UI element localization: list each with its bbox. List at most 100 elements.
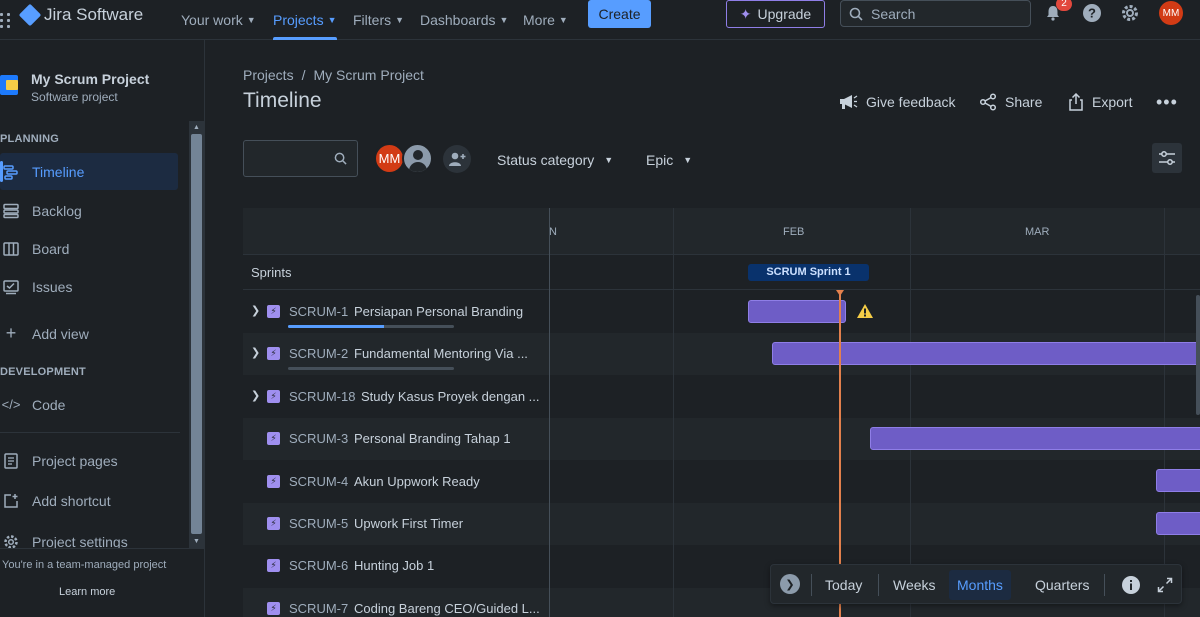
zoom-quarters-button[interactable]: Quarters	[1035, 577, 1090, 593]
table-row[interactable]: ⚡ SCRUM-4 Akun Uppwork Ready	[243, 461, 1200, 503]
code-icon: </>	[1, 397, 21, 412]
table-row[interactable]: ⚡ SCRUM-6 Hunting Job 1	[243, 545, 1200, 587]
issue-summary[interactable]: Personal Branding Tahap 1	[354, 431, 511, 447]
help-icon[interactable]: ?	[1081, 2, 1103, 24]
info-icon[interactable]	[1113, 570, 1149, 600]
sidebar-item-board[interactable]: Board	[0, 230, 178, 267]
scroll-down-arrow[interactable]: ▼	[193, 538, 200, 545]
scroll-up-arrow[interactable]: ▲	[193, 124, 200, 131]
nav-filters[interactable]: Filters ▼	[353, 12, 405, 28]
task-type-icon: ⚡	[267, 432, 280, 446]
expand-row-icon[interactable]: ❯	[251, 347, 261, 360]
timeline-grid: N FEB MAR Sprints SCRUM Sprint 1 ❯ ⚡ SCRUM…	[243, 208, 1200, 617]
expand-list-icon[interactable]: ❯	[780, 574, 800, 594]
chevron-down-icon: ▼	[395, 15, 405, 25]
jira-logo[interactable]: Jira Software	[18, 3, 143, 27]
page-title: Timeline	[243, 89, 322, 112]
task-type-icon: ⚡	[267, 389, 280, 403]
project-type: Software project	[31, 90, 118, 104]
issue-summary[interactable]: Fundamental Mentoring Via ...	[354, 346, 528, 362]
breadcrumb-projects[interactable]: Projects	[243, 67, 294, 83]
search-icon	[334, 152, 347, 165]
issue-key[interactable]: SCRUM-7	[289, 600, 349, 616]
issue-key[interactable]: SCRUM-3	[289, 431, 349, 447]
table-row[interactable]: ❯ ⚡ SCRUM-1 Persiapan Personal Branding	[243, 291, 1200, 333]
today-button[interactable]: Today	[825, 577, 863, 593]
issue-key[interactable]: SCRUM-1	[289, 304, 349, 319]
gear-icon	[2, 533, 20, 551]
sidebar-divider	[0, 432, 180, 433]
nav-your-work[interactable]: Your work ▼	[181, 12, 256, 28]
timeline-search-input[interactable]	[243, 140, 358, 177]
expand-row-icon[interactable]: ❯	[251, 305, 261, 317]
plus-icon: +	[5, 323, 17, 343]
search-input[interactable]	[871, 5, 1021, 22]
sidebar-item-timeline[interactable]: Timeline	[0, 153, 178, 190]
notifications-icon[interactable]	[1042, 2, 1064, 24]
zoom-separator	[811, 574, 812, 596]
issue-bar-scrum-5[interactable]	[1156, 512, 1200, 535]
sidebar-item-backlog[interactable]: Backlog	[0, 192, 178, 229]
upgrade-button[interactable]: ✦ Upgrade	[726, 0, 825, 28]
issue-key[interactable]: SCRUM-18	[289, 388, 356, 404]
issue-summary[interactable]: Study Kasus Proyek dengan ...	[361, 388, 540, 404]
sidebar-item-code[interactable]: </> Code	[1, 396, 66, 413]
issue-summary[interactable]: Akun Uppwork Ready	[354, 473, 480, 489]
expand-row-icon[interactable]: ❯	[251, 389, 261, 402]
sidebar-item-add-view[interactable]: + Add view	[0, 315, 178, 352]
breadcrumb-project[interactable]: My Scrum Project	[313, 67, 424, 83]
issue-bar-scrum-2[interactable]	[772, 342, 1200, 365]
search-box[interactable]	[840, 0, 1031, 27]
zoom-weeks-button[interactable]: Weeks	[893, 577, 936, 593]
issue-key[interactable]: SCRUM-2	[289, 346, 349, 362]
zoom-months-button[interactable]: Months	[949, 570, 1011, 600]
issue-key[interactable]: SCRUM-4	[289, 473, 349, 489]
issue-bar-scrum-4[interactable]	[1156, 469, 1200, 492]
view-settings-icon[interactable]	[1152, 143, 1182, 173]
issue-bar-scrum-1[interactable]	[748, 300, 846, 323]
status-category-dropdown[interactable]: Status category ▼	[497, 152, 614, 168]
issue-summary[interactable]: Coding Bareng CEO/Guided L...	[354, 600, 540, 616]
nav-more[interactable]: More ▼	[523, 12, 568, 28]
sidebar-item-project-pages[interactable]: Project pages	[0, 442, 178, 479]
nav-projects[interactable]: Projects ▼	[273, 0, 337, 40]
project-header[interactable]: My Scrum Project Software project	[0, 70, 190, 110]
month-gridline	[673, 208, 674, 617]
give-feedback-button[interactable]: Give feedback	[838, 90, 956, 114]
create-button[interactable]: Create	[588, 0, 651, 28]
learn-more-link[interactable]: Learn more	[59, 586, 116, 598]
issue-key[interactable]: SCRUM-6	[289, 558, 349, 574]
add-people-icon[interactable]	[443, 145, 471, 173]
nav-dashboards[interactable]: Dashboards ▼	[420, 12, 509, 28]
timeline-scrollbar[interactable]	[1196, 295, 1200, 415]
issue-summary[interactable]: Persiapan Personal Branding	[354, 304, 524, 319]
list-divider[interactable]	[549, 208, 550, 617]
fullscreen-icon[interactable]	[1149, 570, 1181, 600]
breadcrumb-separator: /	[301, 67, 306, 83]
sprint-chip[interactable]: SCRUM Sprint 1	[748, 264, 869, 281]
issue-progress-bar	[288, 325, 454, 328]
table-row[interactable]: ⚡ SCRUM-5 Upwork First Timer	[243, 503, 1200, 545]
share-button[interactable]: Share	[979, 90, 1042, 114]
sidebar-item-issues[interactable]: Issues	[0, 268, 178, 305]
issue-key[interactable]: SCRUM-5	[289, 516, 349, 531]
sidebar: My Scrum Project Software project PLANNI…	[0, 40, 205, 617]
epic-dropdown[interactable]: Epic ▼	[646, 152, 693, 168]
assignee-filter-avatar[interactable]: MM	[374, 143, 405, 174]
warning-icon[interactable]	[856, 303, 874, 319]
settings-icon[interactable]	[1119, 2, 1141, 24]
backlog-icon	[2, 202, 20, 220]
export-button[interactable]: Export	[1068, 90, 1132, 114]
sidebar-item-add-shortcut[interactable]: Add shortcut	[0, 482, 178, 519]
issue-summary[interactable]: Hunting Job 1	[354, 558, 435, 574]
table-row[interactable]: ❯ ⚡ SCRUM-18 Study Kasus Proyek dengan ...	[243, 376, 1200, 418]
issue-bar-scrum-3[interactable]	[870, 427, 1200, 450]
apps-grid-icon[interactable]	[0, 8, 12, 32]
sidebar-scrollbar-thumb[interactable]	[191, 134, 202, 534]
unassigned-filter-avatar[interactable]	[402, 143, 433, 174]
sidebar-item-project-settings[interactable]: Project settings	[0, 523, 178, 560]
issue-summary[interactable]: Upwork First Timer	[354, 516, 464, 531]
export-icon	[1069, 93, 1083, 111]
more-actions-icon[interactable]: •••	[1156, 92, 1178, 112]
user-avatar[interactable]: MM	[1159, 1, 1183, 25]
